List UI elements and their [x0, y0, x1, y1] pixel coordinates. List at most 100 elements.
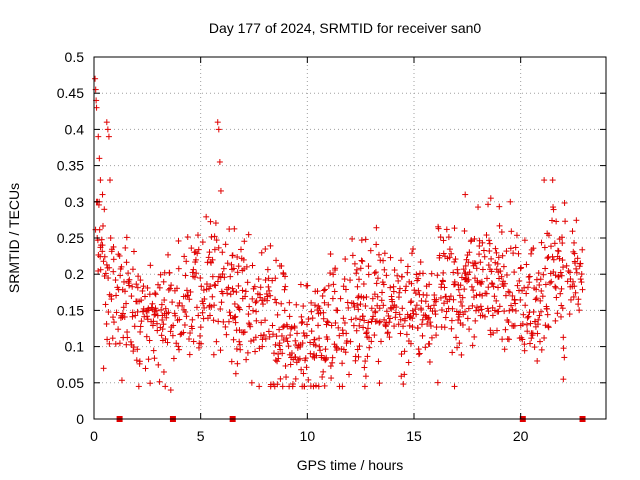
- data-point: [200, 300, 207, 307]
- data-point: [536, 312, 543, 319]
- y-tick-label: 0.4: [65, 121, 85, 137]
- data-point: [112, 340, 119, 347]
- data-point: [433, 296, 440, 303]
- data-point: [545, 324, 552, 331]
- data-point: [465, 259, 472, 266]
- data-point: [544, 255, 551, 262]
- data-point: [320, 309, 327, 316]
- data-point: [503, 272, 510, 279]
- data-point: [521, 237, 528, 244]
- data-point: [286, 299, 293, 306]
- data-point: [522, 302, 529, 309]
- data-point: [578, 271, 585, 278]
- data-point: [224, 260, 231, 267]
- data-point: [487, 327, 494, 334]
- data-point: [129, 309, 136, 316]
- data-point: [272, 341, 279, 348]
- data-point: [212, 220, 219, 227]
- data-point: [557, 313, 564, 320]
- data-point: [413, 302, 420, 309]
- data-point: [189, 316, 196, 323]
- x-axis-label: GPS time / hours: [297, 457, 404, 473]
- data-point: [352, 315, 359, 322]
- data-point: [307, 339, 314, 346]
- data-point: [142, 365, 149, 372]
- data-point: [100, 222, 107, 229]
- data-point: [422, 344, 429, 351]
- data-point: [458, 351, 465, 358]
- data-point: [398, 373, 405, 380]
- data-point: [325, 282, 332, 289]
- data-point: [380, 302, 387, 309]
- data-point: [386, 319, 393, 326]
- data-point: [298, 366, 305, 373]
- data-point: [273, 333, 280, 340]
- data-point: [194, 232, 201, 239]
- data-point: [475, 204, 482, 211]
- data-point: [227, 273, 234, 280]
- data-point: [214, 278, 221, 285]
- data-point: [130, 344, 137, 351]
- data-point: [375, 358, 382, 365]
- data-point: [528, 250, 535, 257]
- data-point: [373, 280, 380, 287]
- data-point: [501, 308, 508, 315]
- data-point: [103, 119, 110, 126]
- data-point: [408, 298, 415, 305]
- data-point: [501, 346, 508, 353]
- y-axis-label: SRMTID / TECUs: [6, 183, 22, 293]
- data-point: [483, 290, 490, 297]
- data-point: [390, 288, 397, 295]
- data-point: [278, 262, 285, 269]
- data-point: [494, 260, 501, 267]
- data-point: [553, 218, 560, 225]
- data-point: [440, 237, 447, 244]
- data-point: [315, 322, 322, 329]
- data-point: [220, 318, 227, 325]
- data-point: [198, 340, 205, 347]
- data-point: [448, 317, 455, 324]
- data-point: [272, 275, 279, 282]
- data-point: [357, 316, 364, 323]
- data-point: [469, 342, 476, 349]
- data-point: [327, 363, 334, 370]
- data-point: [325, 319, 332, 326]
- data-point: [258, 249, 265, 256]
- data-point: [362, 303, 369, 310]
- data-point: [366, 344, 373, 351]
- data-point: [286, 313, 293, 320]
- data-point: [489, 312, 496, 319]
- data-point: [554, 310, 561, 317]
- data-point: [134, 284, 141, 291]
- data-point: [129, 266, 136, 273]
- data-point: [400, 323, 407, 330]
- data-point: [490, 283, 497, 290]
- data-point: [414, 324, 421, 331]
- data-point: [456, 340, 463, 347]
- data-point: [530, 308, 537, 315]
- data-point: [404, 269, 411, 276]
- data-point: [265, 283, 272, 290]
- data-point: [205, 254, 212, 261]
- data-point: [365, 271, 372, 278]
- data-point: [245, 311, 252, 318]
- data-point: [478, 278, 485, 285]
- data-point: [190, 266, 197, 273]
- data-point: [192, 256, 199, 263]
- data-point: [319, 373, 326, 380]
- data-point: [165, 251, 172, 258]
- data-point: [234, 254, 241, 261]
- data-point: [279, 324, 286, 331]
- data-point: [492, 259, 499, 266]
- data-point: [308, 299, 315, 306]
- data-point: [380, 257, 387, 264]
- data-point: [145, 356, 152, 363]
- data-point: [541, 244, 548, 251]
- data-point: [176, 299, 183, 306]
- data-point: [520, 311, 527, 318]
- data-point: [375, 251, 382, 258]
- data-point: [498, 273, 505, 280]
- data-point: [216, 158, 223, 165]
- data-point: [308, 328, 315, 335]
- data-point: [396, 285, 403, 292]
